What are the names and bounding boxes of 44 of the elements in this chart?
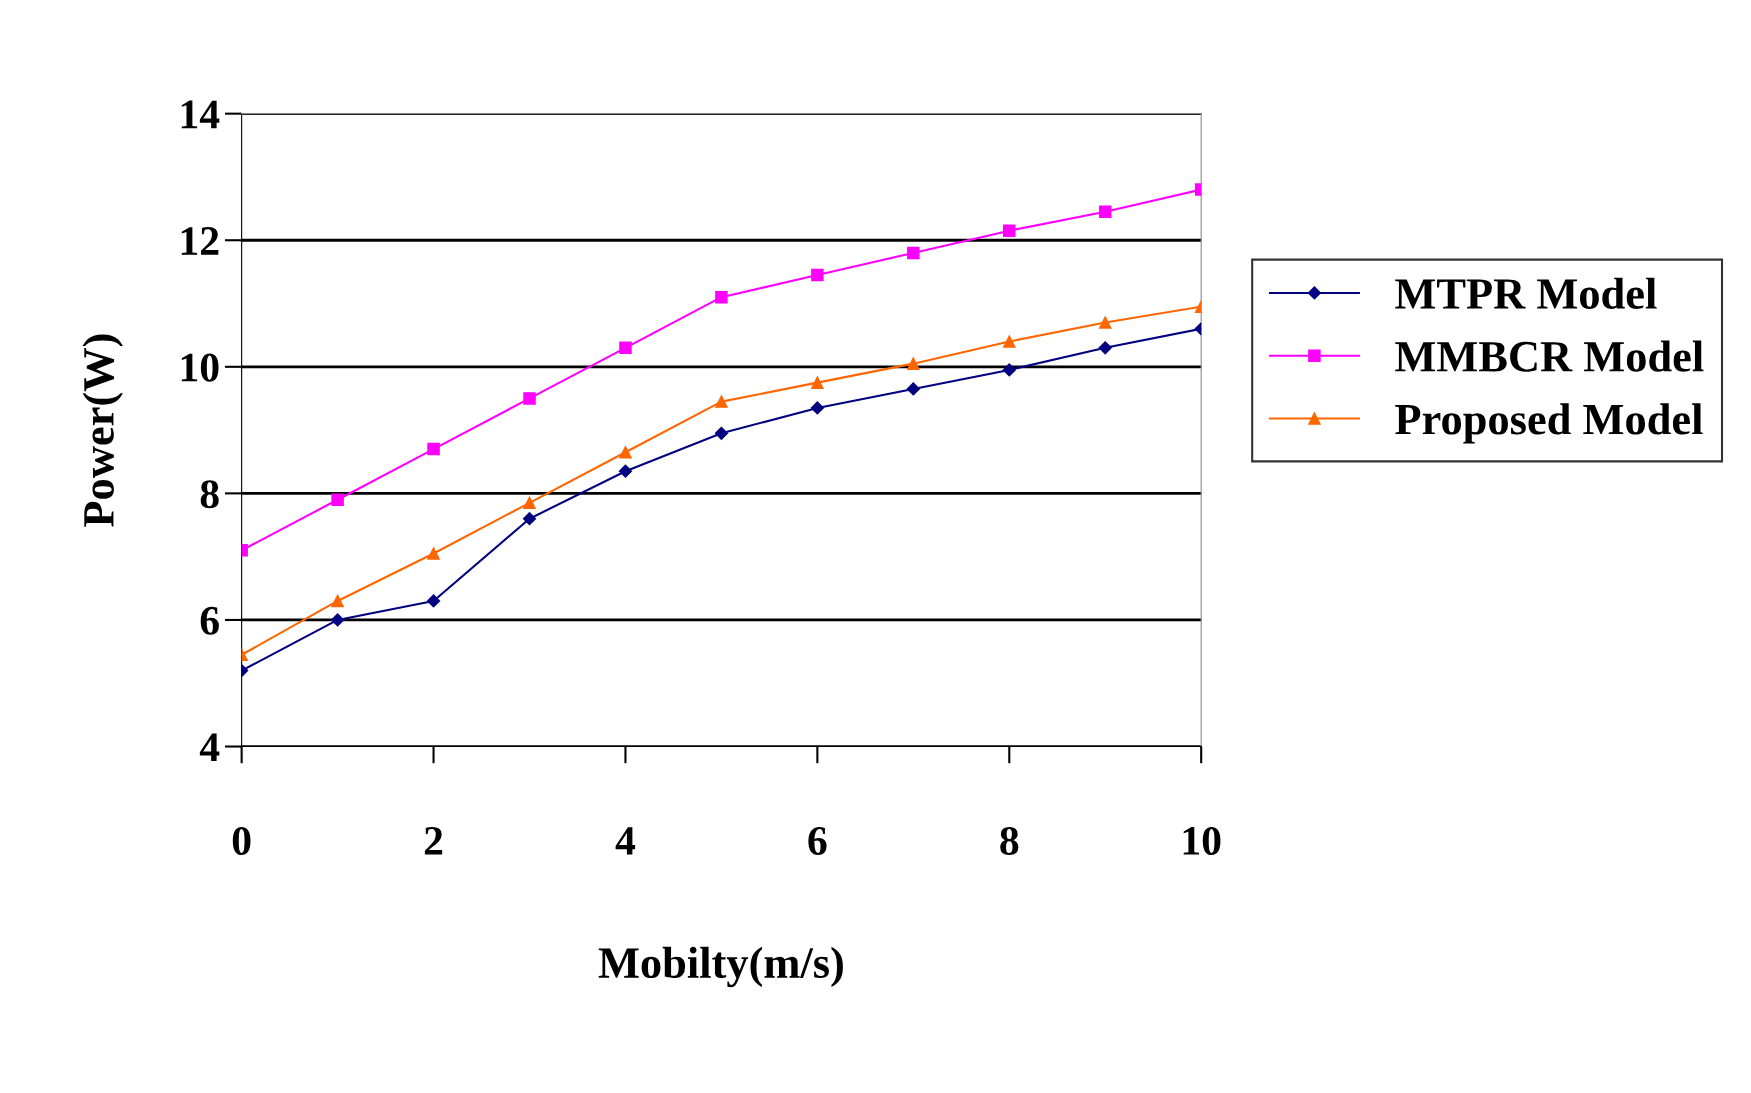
point [1098,205,1112,219]
x-tick-label: 4 [615,827,636,855]
point [811,376,824,389]
point [618,464,633,478]
y-axis-title: Power(W) [82,334,123,527]
x-tick-label: 6 [808,827,827,856]
y-tick-label: 6 [200,606,219,635]
point [427,442,440,456]
point [331,493,344,506]
y-tick-label: 12 [181,227,219,255]
point [331,594,344,608]
point [427,547,440,560]
point [906,382,920,396]
y-tick-label: 4 [199,733,220,761]
point [1003,335,1016,348]
point [907,246,920,260]
x-axis-title: Mobilty(m/s) [598,946,843,988]
point [523,496,536,510]
point [715,395,728,408]
legend-label: MTPR Model [1395,277,1657,309]
x-tick-label: 10 [1183,826,1221,856]
point [1003,224,1016,237]
point [811,268,824,282]
point [522,512,537,526]
point [619,341,632,355]
point [907,357,920,370]
y-tick-label: 8 [200,480,219,509]
point [523,392,536,405]
point [810,401,824,415]
x-tick-label: 0 [232,826,251,856]
legend-label: Proposed Model [1395,403,1703,444]
point [426,594,441,608]
point [714,426,729,440]
point [1002,363,1016,377]
x-tick-label: 8 [1000,826,1019,856]
point [1098,341,1112,355]
legend-label: MMBCR Model [1395,340,1704,372]
y-tick-label: 10 [181,353,219,382]
point [331,613,345,627]
y-tick-label: 14 [181,100,220,129]
point [619,445,632,459]
x-tick-label: 2 [424,827,443,855]
point [1098,316,1112,329]
point [715,290,728,304]
